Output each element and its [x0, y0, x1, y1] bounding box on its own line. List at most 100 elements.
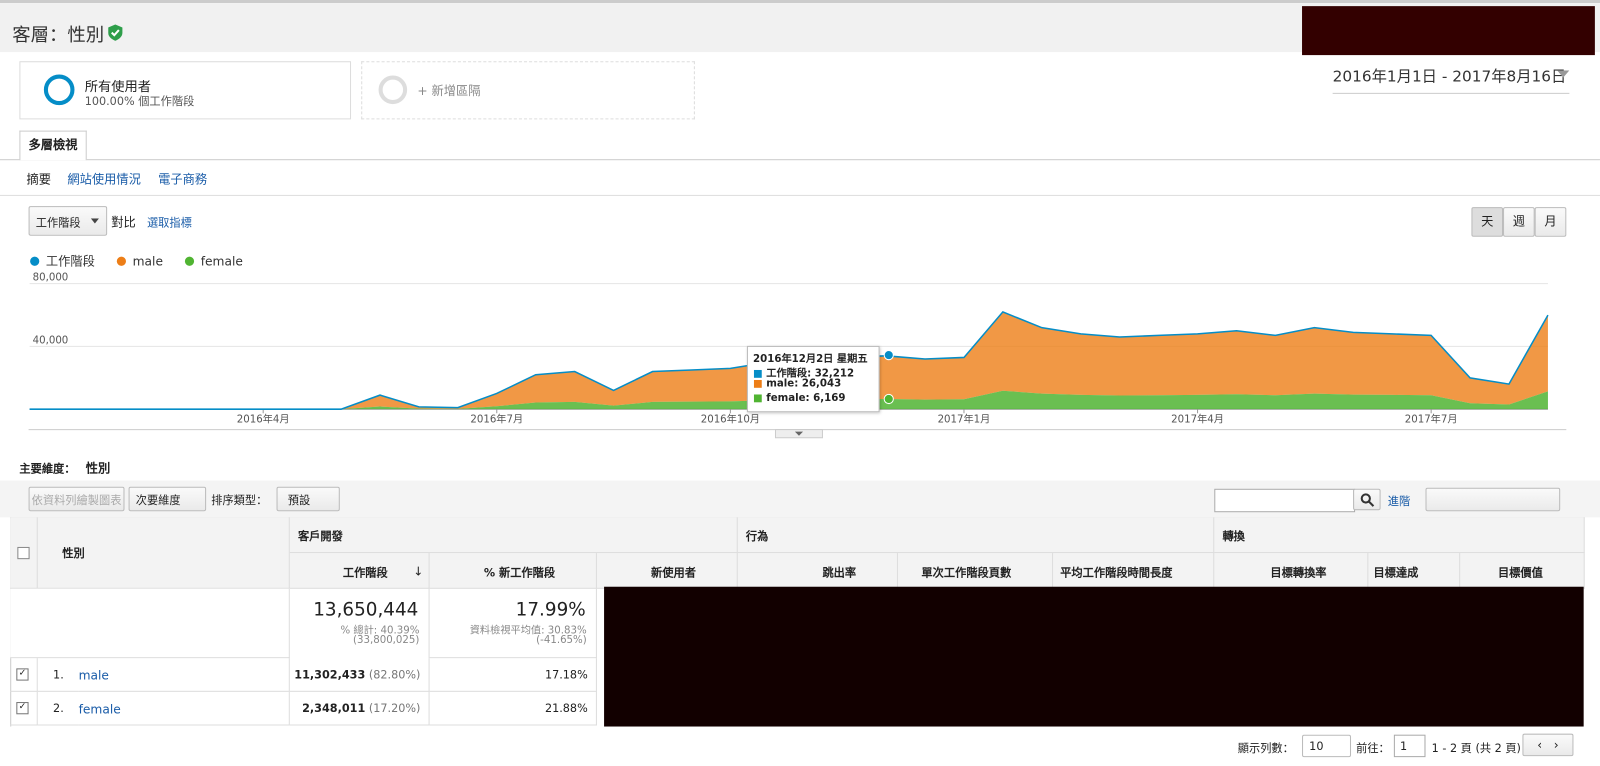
- period-button[interactable]: 週: [1503, 207, 1535, 237]
- goto-label: 前往：: [1356, 741, 1390, 756]
- legend-label: male: [133, 254, 163, 268]
- tab-line: [0, 159, 1600, 161]
- legend-label: female: [201, 254, 243, 268]
- row-index: 1.: [37, 658, 79, 692]
- y-tick-label: 80,000: [33, 273, 69, 284]
- sort-dropdown[interactable]: 預設: [276, 486, 340, 512]
- collapse-caret: [794, 431, 804, 436]
- subnav-item[interactable]: 電子商務: [158, 172, 208, 187]
- column-header[interactable]: 平均工作階段時間長度: [1053, 553, 1215, 589]
- group-header: 客戶開發: [289, 517, 738, 554]
- segment-card[interactable]: [19, 61, 352, 120]
- period-button[interactable]: 天: [1471, 207, 1504, 237]
- add-segment-label: + 新增區隔: [417, 83, 481, 98]
- sessions-value: 11,302,433: [294, 668, 366, 682]
- column-header[interactable]: 目標價值: [1460, 553, 1585, 589]
- caret: [90, 218, 99, 224]
- legend-marker: [184, 256, 195, 266]
- add-segment[interactable]: [361, 61, 695, 120]
- x-tick-label: 2016年7月: [470, 412, 523, 425]
- column-header[interactable]: 目標達成: [1368, 553, 1461, 589]
- row-sessions: 2,348,011 (17.20%): [289, 691, 430, 726]
- dimension-label: 主要維度：: [19, 462, 76, 476]
- tooltip-row: ■ male: 26,043: [753, 378, 842, 390]
- page-range: 1 - 2 頁 (共 2 頁): [1431, 741, 1521, 756]
- dimension-header: 性別: [37, 517, 290, 589]
- tooltip-date: 2016年12月2日 星期五: [753, 354, 868, 366]
- segment-ring: [43, 74, 75, 106]
- redacted-account: [1302, 6, 1595, 56]
- secondary-dimension[interactable]: 次要維度: [128, 486, 207, 512]
- check: ✓: [16, 702, 29, 715]
- row-name[interactable]: female: [78, 691, 290, 726]
- page-title: 客層：性別: [12, 24, 105, 46]
- column-header[interactable]: 目標轉換率: [1214, 553, 1369, 589]
- pager-arrows[interactable]: ‹ ›: [1522, 733, 1574, 757]
- search-icon: [1360, 493, 1375, 507]
- legend-marker: [116, 256, 126, 266]
- row-new: 17.18%: [429, 658, 597, 692]
- date-caret: [1557, 70, 1570, 78]
- tooltip-text: 工作階段: 32,212: [766, 368, 855, 380]
- total-note: (-41.65%): [536, 634, 587, 646]
- tooltip-row: ■ female: 6,169: [753, 392, 846, 405]
- view-switcher[interactable]: [1425, 487, 1561, 512]
- total-sessions: 13,650,444: [290, 588, 430, 659]
- total-note: % 總計: 40.39%: [340, 625, 420, 637]
- tab[interactable]: 多層檢視: [19, 130, 87, 161]
- column-header[interactable]: 跳出率: [737, 553, 898, 589]
- collapse-box[interactable]: [17, 546, 30, 560]
- verified-icon: [108, 24, 123, 41]
- choose-metric[interactable]: 選取指標: [146, 216, 192, 230]
- tooltip-text: male: 26,043: [766, 378, 842, 390]
- row-checkbox[interactable]: ✓: [10, 658, 38, 692]
- x-tick-label: 2017年1月: [938, 412, 991, 425]
- divider: [0, 194, 1600, 196]
- rows-label: 顯示列數：: [1237, 741, 1294, 756]
- sessions-share: (17.20%): [368, 702, 421, 716]
- row-index: 2.: [37, 692, 79, 726]
- column-header[interactable]: % 新工作階段: [429, 553, 597, 589]
- top-bar: [0, 0, 1600, 4]
- checkbox-header: [10, 517, 38, 589]
- sessions-value: 2,348,011: [302, 702, 366, 716]
- total-row: [10, 588, 290, 659]
- sort-arrow: ↓: [413, 564, 424, 579]
- dimension-value: 性別: [85, 461, 111, 476]
- add-segment-ring: [378, 75, 408, 105]
- page-input[interactable]: 1: [1393, 734, 1426, 758]
- date-range[interactable]: 2016年1月1日 - 2017年8月16日: [1332, 65, 1570, 94]
- hover-dot: [883, 349, 894, 361]
- plot-rows[interactable]: 依資料列繪製圖表: [28, 486, 125, 512]
- subnav-item[interactable]: 摘要: [26, 172, 52, 187]
- check: ✓: [16, 668, 29, 681]
- total-note: (33,800,025): [352, 634, 420, 646]
- redacted-data: [604, 586, 1584, 727]
- row-name[interactable]: male: [78, 658, 290, 692]
- y-tick-label: 40,000: [33, 335, 69, 346]
- search-button[interactable]: [1353, 488, 1381, 511]
- total-new: 17.99%: [429, 588, 597, 659]
- x-tick-label: 2016年4月: [237, 412, 290, 425]
- tooltip: [746, 345, 880, 413]
- tooltip-text: female: 6,169: [766, 392, 846, 405]
- sessions-share: (82.80%): [368, 668, 421, 682]
- legend-label: 工作階段: [46, 253, 95, 268]
- legend-marker: [30, 256, 40, 266]
- row-checkbox[interactable]: ✓: [10, 691, 38, 726]
- period-button[interactable]: 月: [1534, 207, 1567, 237]
- advanced-link[interactable]: 進階: [1387, 494, 1411, 509]
- column-header[interactable]: 新使用者: [596, 553, 738, 589]
- rows-select[interactable]: 10: [1302, 734, 1352, 758]
- x-tick-label: 2017年4月: [1171, 412, 1224, 425]
- subnav-item[interactable]: 網站使用情況: [67, 172, 141, 187]
- total-note: 資料檢視平均值: 30.83%: [469, 625, 587, 637]
- segment-name: 所有使用者: [84, 79, 152, 95]
- x-tick-label: 2016年10月: [701, 412, 760, 425]
- column-header[interactable]: 工作階段: [289, 553, 430, 589]
- vs-label: 對比: [111, 215, 136, 230]
- sort-label: 排序類型：: [211, 493, 268, 508]
- row-sessions: 11,302,433 (82.80%): [289, 658, 430, 692]
- column-header[interactable]: 單次工作階段頁數: [897, 553, 1054, 589]
- row-new: 21.88%: [429, 691, 597, 726]
